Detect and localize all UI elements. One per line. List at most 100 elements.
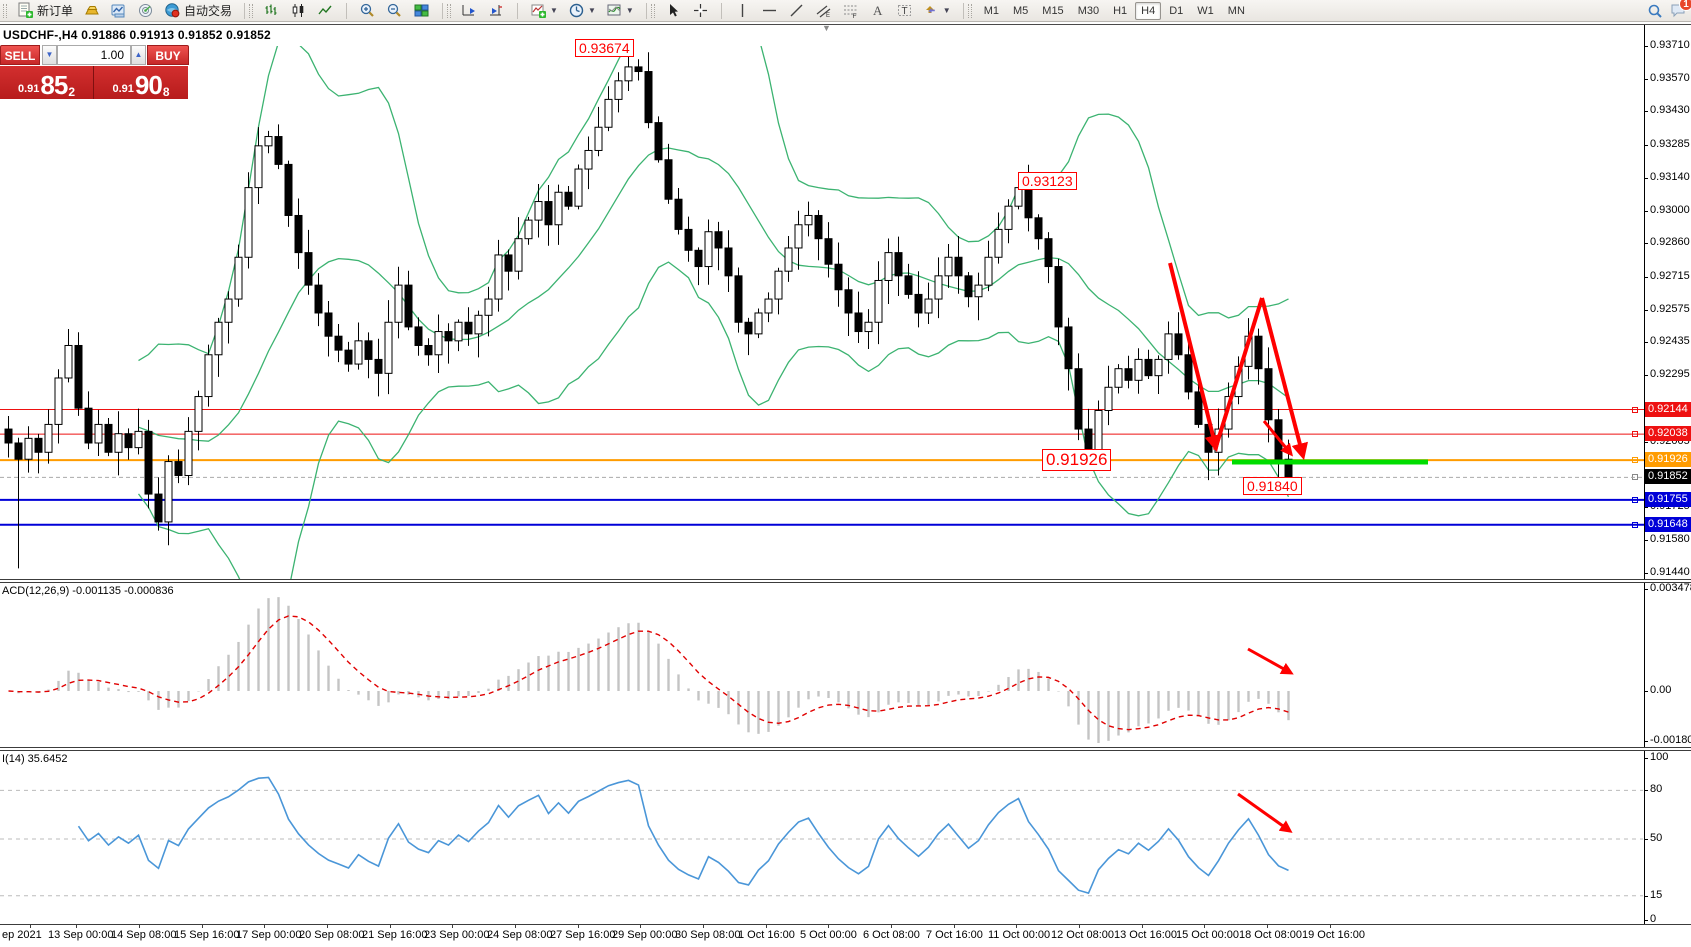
timeframe-button-m15[interactable]: M15 (1042, 4, 1064, 17)
price-axis-tick (1644, 573, 1648, 574)
sell-price-big: 85 (40, 70, 68, 100)
sell-price-display[interactable]: 0.91 85 2 (0, 66, 94, 99)
volume-decrease-button[interactable]: ▼ (42, 45, 57, 65)
time-axis-line[interactable] (0, 924, 1691, 925)
text-label-icon: T (897, 5, 911, 17)
vertical-line-tool-button[interactable] (730, 1, 755, 20)
price-axis-label: 0.93000 (1650, 203, 1690, 216)
price-level-badge: 0.91926 (1645, 452, 1691, 468)
gold-ingot-icon (85, 6, 99, 15)
timeframe-button-h4[interactable]: H4 (1135, 1, 1162, 20)
price-axis-label: 0.93710 (1650, 39, 1690, 51)
horizontal-line-objects[interactable] (0, 409, 1644, 526)
buy-button[interactable]: BUY (147, 45, 189, 65)
time-axis-tick (640, 924, 641, 928)
cursor-tool-button[interactable] (661, 1, 686, 20)
trendline-tool-button[interactable] (784, 1, 809, 20)
notifications-button[interactable]: 1 (1670, 0, 1691, 21)
buy-price-display[interactable]: 0.91 90 8 (94, 66, 188, 99)
toolbar-drag-handle[interactable] (3, 3, 7, 18)
price-annotation-box[interactable]: 0.91840 (1243, 477, 1302, 496)
fibonacci-tool-button[interactable]: F (838, 1, 863, 20)
time-axis-tick (390, 924, 391, 928)
timeframe-button-m30[interactable]: M30 (1077, 4, 1100, 17)
timeframes-menu-button[interactable]: ▼ (564, 1, 600, 20)
time-axis-label: 24 Sep 08:00 (487, 929, 553, 941)
price-annotation-box[interactable]: 0.91926 (1042, 449, 1112, 471)
zoom-out-button[interactable] (382, 1, 407, 20)
time-axis-tick (202, 924, 203, 928)
chart-plot-area[interactable] (0, 25, 1691, 947)
price-axis-tick (1644, 111, 1648, 112)
time-axis-tick (891, 924, 892, 928)
tile-windows-icon (414, 4, 429, 17)
timeframe-button-d1[interactable]: D1 (1169, 4, 1184, 17)
price-level-badge: 0.92038 (1645, 426, 1691, 442)
templates-button[interactable]: ▼ (602, 1, 638, 20)
timeframe-button-mn[interactable]: MN (1227, 4, 1245, 17)
new-order-icon (18, 2, 33, 18)
svg-text:E: E (826, 13, 830, 19)
time-axis-label: 21 Sep 16:00 (362, 929, 428, 941)
sell-button[interactable]: SELL (0, 45, 40, 65)
timeframe-button-m5[interactable]: M5 (1013, 4, 1029, 17)
zoom-out-icon (387, 3, 401, 17)
horizontal-line-tool-button[interactable] (757, 1, 782, 20)
text-label-tool-button[interactable]: T (892, 1, 917, 20)
volume-increase-button[interactable]: ▲ (131, 45, 146, 65)
search-icon[interactable] (1647, 3, 1664, 20)
indicators-dropdown-caret[interactable]: ▼ (550, 6, 558, 15)
window-collapse-arrow[interactable]: ▼ (822, 23, 831, 33)
macd-axis-tick (1644, 589, 1648, 590)
indicators-button[interactable]: ▼ (526, 1, 562, 20)
price-axis-label: 0.93140 (1650, 171, 1690, 184)
price-axis-tick (1644, 309, 1648, 311)
autotrading-button[interactable]: 自动交易 (160, 1, 236, 20)
timeframe-button-h1[interactable]: H1 (1113, 4, 1128, 17)
macd-axis-label: 0.00 (1650, 684, 1672, 696)
price-annotation-box[interactable]: 0.93674 (575, 39, 634, 58)
price-axis-label: 0.92860 (1650, 236, 1690, 249)
crosshair-tool-button[interactable] (688, 1, 713, 20)
candlestick-mode-button[interactable] (286, 1, 311, 20)
auto-scroll-button[interactable] (457, 1, 482, 20)
rsi-window-separator[interactable] (0, 747, 1691, 751)
timeframes-dropdown-caret[interactable]: ▼ (587, 6, 596, 15)
time-axis-tick (264, 924, 265, 928)
red-arrow-objects[interactable] (1168, 262, 1308, 833)
tile-windows-button[interactable] (409, 1, 434, 20)
timeframe-button-m1[interactable]: M1 (983, 4, 999, 17)
sell-price-pip: 2 (68, 85, 76, 99)
bar-chart-mode-button[interactable] (259, 1, 284, 20)
macd-window-separator[interactable] (0, 579, 1691, 583)
new-order-button[interactable]: 新订单 (13, 1, 77, 20)
macd-axis-label: -0.001804 (1650, 734, 1691, 746)
price-axis-tick (1644, 342, 1648, 343)
data-window-button[interactable] (106, 1, 131, 20)
chart-shift-button[interactable] (484, 1, 509, 20)
time-axis-label: 20 Sep 08:00 (299, 929, 365, 941)
strategy-tester-button[interactable] (133, 1, 158, 20)
text-tool-button[interactable]: A (865, 1, 890, 20)
macd-axis-tick (1644, 741, 1648, 742)
arrows-tool-button[interactable]: ▼ (919, 1, 955, 20)
arrows-dropdown-caret[interactable]: ▼ (942, 6, 951, 15)
rsi-axis-label: 80 (1650, 783, 1663, 796)
time-axis-tick (515, 924, 516, 928)
time-axis-tick (1016, 924, 1017, 928)
templates-dropdown-caret[interactable]: ▼ (625, 6, 634, 15)
price-annotation-box[interactable]: 0.93123 (1018, 172, 1077, 191)
time-axis-label: 12 Oct 08:00 (1051, 929, 1114, 941)
channel-tool-button[interactable]: E (811, 1, 836, 20)
time-axis-tick (766, 924, 767, 928)
market-watch-button[interactable] (79, 1, 104, 20)
volume-input[interactable]: 1.00 (57, 45, 131, 65)
time-axis-tick (1079, 924, 1080, 928)
zoom-in-button[interactable] (355, 1, 380, 20)
line-chart-mode-button[interactable] (313, 1, 338, 20)
price-axis-line[interactable] (1644, 25, 1645, 924)
chart-window[interactable]: ▼ USDCHF-,H4 0.91886 0.91913 0.91852 0.9… (0, 24, 1691, 947)
timeframe-button-w1[interactable]: W1 (1197, 4, 1214, 17)
arrow-objects-icon (925, 6, 935, 13)
time-axis-label: 13 Oct 16:00 (1114, 929, 1177, 941)
